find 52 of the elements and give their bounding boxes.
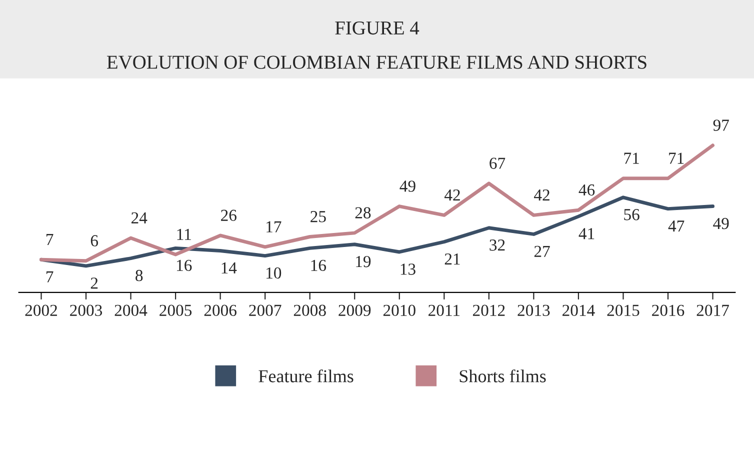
- data-label: 47: [668, 220, 684, 232]
- x-tick-label: 2004: [114, 304, 148, 316]
- data-label: 19: [356, 256, 371, 268]
- x-tick-label: 2002: [25, 304, 57, 316]
- data-label: 21: [444, 253, 460, 265]
- x-tick-label: 2007: [249, 304, 282, 316]
- x-tick-label: 2011: [428, 304, 460, 316]
- data-label: 8: [136, 270, 143, 282]
- data-label: 32: [490, 240, 505, 251]
- x-tick-label: 2013: [518, 304, 550, 316]
- legend-label: Feature films: [258, 369, 354, 382]
- x-tick-label: 2009: [338, 304, 371, 316]
- data-label: 24: [132, 212, 148, 224]
- legend-label: Shorts films: [460, 369, 546, 382]
- x-tick-label: 2006: [204, 304, 236, 316]
- data-label: 10: [266, 267, 282, 279]
- x-tick-label: 2003: [70, 304, 102, 316]
- chart-subtitle: EVOLUTION OF COLOMBIAN FEATURE FILMS AND SHORTS: [106, 56, 646, 69]
- data-label: 42: [534, 189, 550, 201]
- data-label: 97: [713, 120, 729, 131]
- x-tick-label: 2016: [652, 304, 684, 316]
- data-label: 16: [177, 260, 192, 272]
- data-label: 17: [266, 221, 282, 232]
- data-label: 26: [221, 210, 236, 221]
- data-label: 7: [46, 234, 54, 245]
- x-tick-label: 2010: [383, 304, 416, 316]
- data-label: 49: [400, 180, 416, 192]
- data-label: 71: [624, 152, 639, 164]
- data-label: 16: [311, 260, 326, 272]
- data-label: 46: [578, 184, 595, 196]
- data-label: 7: [46, 271, 54, 282]
- data-label: 25: [310, 211, 326, 222]
- x-tick-label: 2014: [562, 304, 595, 316]
- data-label: 71: [669, 152, 684, 164]
- data-label: 41: [578, 228, 594, 240]
- x-tick-label: 2017: [696, 304, 729, 316]
- x-tick-label: 2008: [294, 304, 326, 316]
- x-tick-label: 2015: [607, 304, 640, 316]
- data-label: 56: [624, 209, 640, 220]
- chart-title: FIGURE 4: [335, 22, 420, 35]
- data-label: 2: [90, 278, 98, 289]
- data-label: 67: [490, 158, 506, 169]
- data-label: 27: [534, 246, 550, 257]
- data-label: 13: [400, 264, 416, 275]
- data-label: 11: [177, 228, 191, 240]
- x-tick-label: 2012: [472, 304, 505, 316]
- x-tick-label: 2005: [160, 304, 192, 316]
- data-label: 6: [90, 235, 98, 246]
- data-label: 14: [222, 262, 237, 274]
- data-label: 49: [713, 218, 729, 230]
- data-label: 42: [444, 189, 460, 201]
- data-label: 28: [355, 207, 371, 218]
